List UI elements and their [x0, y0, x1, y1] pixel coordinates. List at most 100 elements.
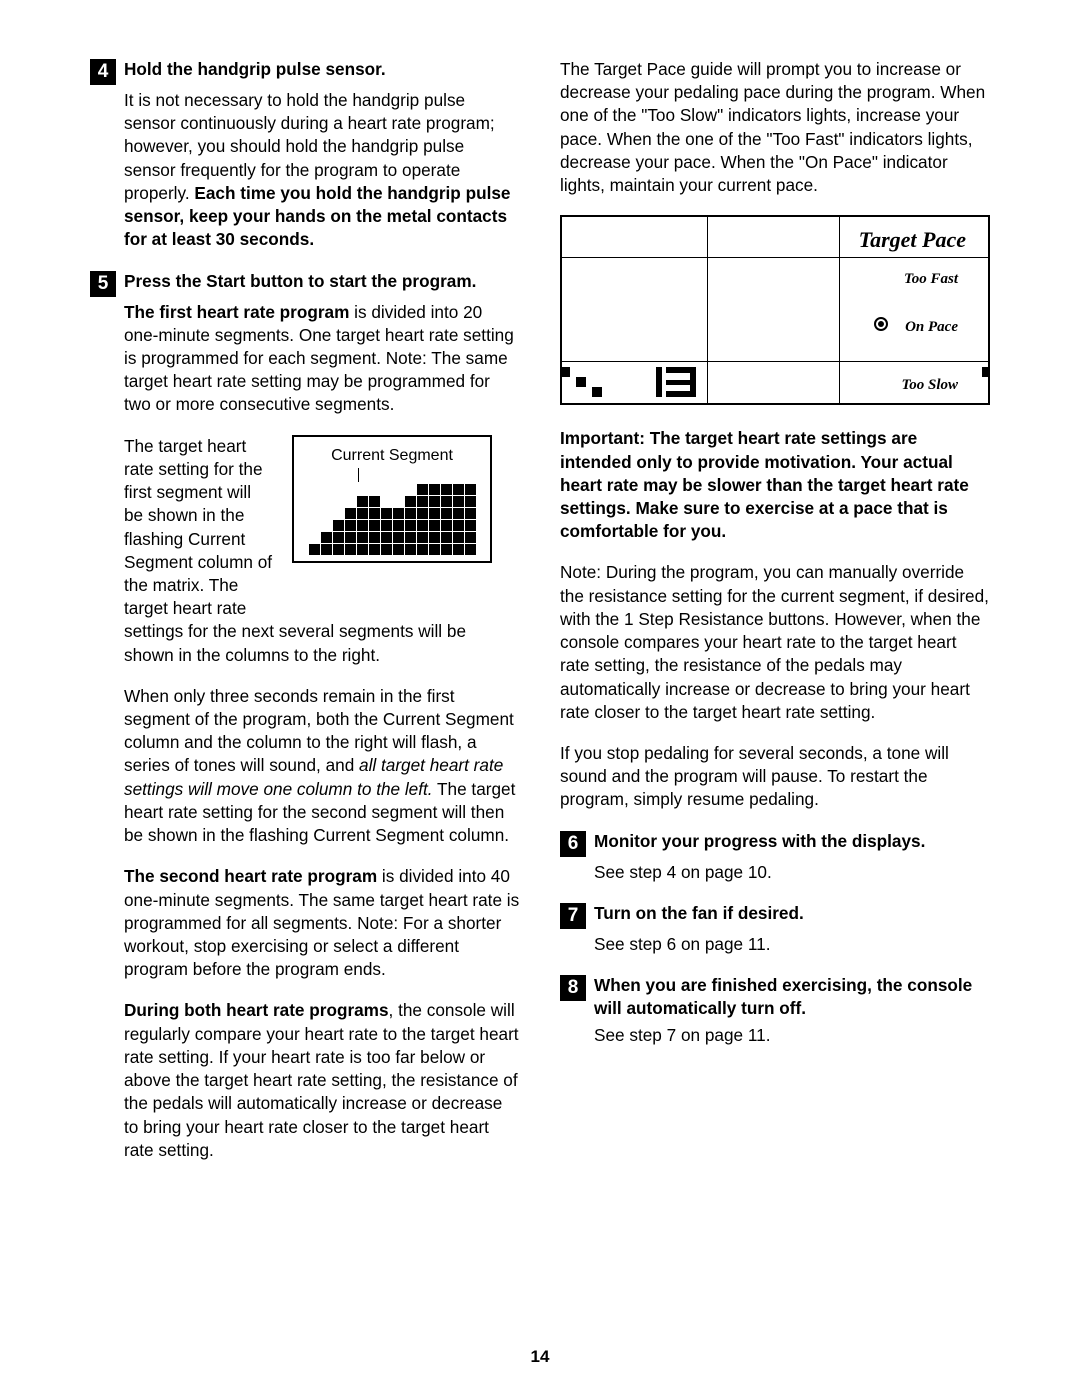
step-number-4: 4 [90, 59, 116, 85]
matrix-cell [381, 520, 392, 531]
matrix-cell [321, 484, 332, 495]
current-segment-label: Current Segment [300, 445, 484, 467]
matrix-cell [453, 544, 464, 555]
step-4-title: Hold the handgrip pulse sensor. [124, 59, 386, 79]
matrix-cell [429, 532, 440, 543]
matrix-cell [465, 508, 476, 519]
matrix-cell [405, 544, 416, 555]
matrix-cell [441, 532, 452, 543]
matrix-cell [357, 532, 368, 543]
matrix-cell [345, 496, 356, 507]
matrix-cell [309, 520, 320, 531]
pace-block [576, 377, 586, 387]
step-number-7: 7 [560, 903, 586, 929]
matrix-cell [345, 508, 356, 519]
matrix-cell [333, 508, 344, 519]
matrix-cell [441, 496, 452, 507]
step-6-title: Monitor your progress with the displays. [594, 831, 925, 851]
pace-block [592, 387, 602, 397]
matrix-cell [393, 508, 404, 519]
matrix-cell [393, 532, 404, 543]
step-4-paragraph: It is not necessary to hold the handgrip… [124, 89, 520, 252]
matrix-cell [453, 496, 464, 507]
step5-p5a: During both heart rate programs [124, 1000, 389, 1020]
step-6-body: See step 4 on page 10. [594, 861, 990, 884]
matrix-cell [405, 532, 416, 543]
matrix-cell [441, 508, 452, 519]
matrix-cell [309, 532, 320, 543]
matrix-cell [441, 520, 452, 531]
matrix-cell [405, 496, 416, 507]
right-column: The Target Pace guide will prompt you to… [560, 58, 990, 1180]
step-5-body: Press the Start button to start the prog… [124, 270, 520, 293]
pace-vline-2 [839, 217, 840, 403]
matrix-cell [369, 520, 380, 531]
matrix-cell [333, 544, 344, 555]
pace-hline-1 [562, 257, 988, 258]
segment-intro-text: The target heart rate setting for the fi… [124, 435, 274, 621]
pace-digit-seg [690, 383, 696, 397]
matrix-cell [321, 508, 332, 519]
matrix-cell [453, 532, 464, 543]
step-4: 4 Hold the handgrip pulse sensor. [90, 58, 520, 85]
matrix-cell [345, 484, 356, 495]
step-8-title: When you are finished exercising, the co… [594, 975, 972, 1018]
matrix-cell [321, 496, 332, 507]
matrix-cell [465, 532, 476, 543]
matrix-cell [453, 484, 464, 495]
matrix-cell [417, 520, 428, 531]
matrix-cell [357, 544, 368, 555]
matrix-cell [369, 544, 380, 555]
step5-p4a: The second heart rate program [124, 866, 377, 886]
pace-digit-seg [656, 367, 662, 381]
step5-p4: The second heart rate program is divided… [124, 865, 520, 981]
override-note: Note: During the program, you can manual… [560, 561, 990, 724]
matrix-cell [333, 532, 344, 543]
step5-p1a: The first heart rate program [124, 302, 349, 322]
matrix-cell [381, 484, 392, 495]
pace-intro: The Target Pace guide will prompt you to… [560, 58, 990, 197]
step-4-body: Hold the handgrip pulse sensor. [124, 58, 520, 81]
matrix-cell [309, 496, 320, 507]
page: 4 Hold the handgrip pulse sensor. It is … [0, 0, 1080, 1397]
matrix-cell [465, 484, 476, 495]
matrix-cell [357, 520, 368, 531]
on-pace-label: On Pace [905, 317, 958, 337]
step-number-6: 6 [560, 831, 586, 857]
matrix-cell [417, 544, 428, 555]
step5-p5b: , the console will regularly compare you… [124, 1000, 519, 1159]
segment-tick [358, 468, 359, 482]
matrix-cell [357, 508, 368, 519]
matrix-cell [417, 508, 428, 519]
step-8-body: See step 7 on page 11. [594, 1024, 990, 1047]
matrix-cell [393, 484, 404, 495]
matrix-cell [393, 544, 404, 555]
on-pace-indicator-icon [874, 317, 888, 331]
matrix-cell [429, 508, 440, 519]
step-7-body: See step 6 on page 11. [594, 933, 990, 956]
step-8: 8 When you are finished exercising, the … [560, 974, 990, 1020]
step-number-5: 5 [90, 271, 116, 297]
step-5-title: Press the Start button to start the prog… [124, 271, 476, 291]
pause-note: If you stop pedaling for several seconds… [560, 742, 990, 812]
pace-vline-1 [707, 217, 708, 403]
matrix-cell [417, 484, 428, 495]
matrix-cell [453, 508, 464, 519]
matrix-cell [357, 484, 368, 495]
page-number: 14 [0, 1347, 1080, 1367]
matrix-cell [393, 520, 404, 531]
matrix-cell [405, 520, 416, 531]
pace-block [982, 367, 990, 377]
matrix-cell [453, 520, 464, 531]
too-fast-label: Too Fast [904, 269, 958, 289]
matrix-cell [345, 544, 356, 555]
matrix-cell [369, 496, 380, 507]
matrix-cell [345, 532, 356, 543]
step-5: 5 Press the Start button to start the pr… [90, 270, 520, 297]
matrix-cell [369, 508, 380, 519]
segment-row: The target heart rate setting for the fi… [124, 435, 520, 621]
pace-block [560, 367, 570, 377]
matrix-cell [369, 532, 380, 543]
important-note: Important: The target heart rate setting… [560, 427, 990, 543]
matrix-cell [429, 496, 440, 507]
